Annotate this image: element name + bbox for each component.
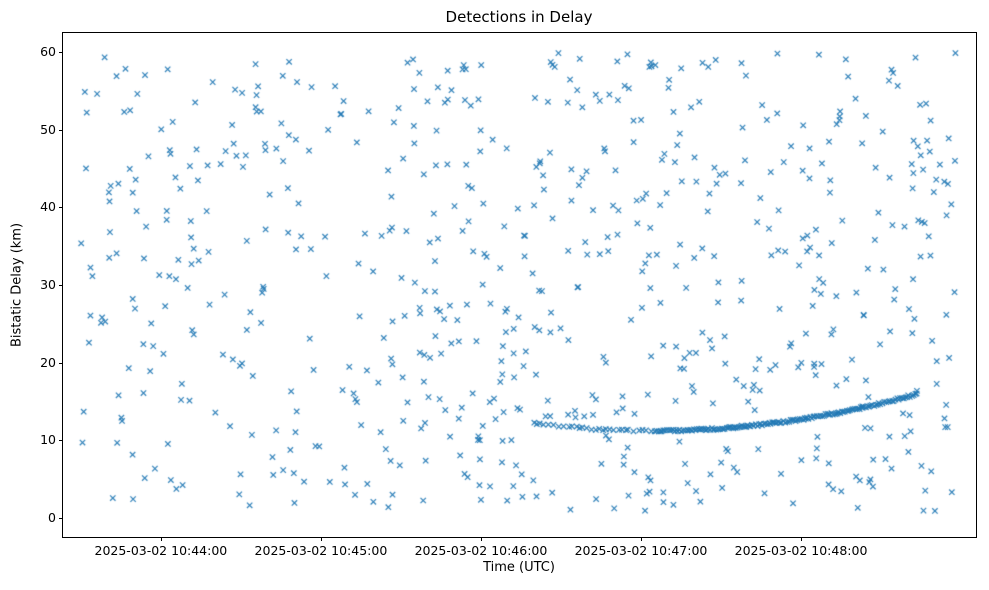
y-tick-label: 10 <box>40 432 56 448</box>
axes-area <box>62 32 977 538</box>
x-tick-mark <box>480 537 482 541</box>
y-tick-label: 30 <box>40 277 56 292</box>
y-tick-mark <box>59 362 63 364</box>
y-tick-label: 40 <box>40 199 56 215</box>
y-axis-label: Bistatic Delay (km) <box>9 222 25 348</box>
y-tick-mark <box>59 285 63 286</box>
y-tick-label: 60 <box>40 44 56 60</box>
y-tick-mark <box>59 517 63 519</box>
y-tick-label: 20 <box>40 354 56 370</box>
x-axis-label: Time (UTC) <box>483 560 555 575</box>
y-tick-mark <box>59 440 63 442</box>
chart-title: Detections in Delay <box>445 8 593 26</box>
x-tick-label: 2025-03-02 10:47:00 <box>574 543 708 558</box>
scatter-canvas <box>63 33 976 537</box>
x-tick-label: 2025-03-02 10:44:00 <box>94 543 228 558</box>
y-tick-mark <box>59 207 63 209</box>
y-tick-mark <box>59 52 63 54</box>
x-tick-mark <box>640 537 642 541</box>
x-tick-label: 2025-03-02 10:46:00 <box>414 543 548 558</box>
x-tick-mark <box>801 537 803 541</box>
x-tick-mark <box>320 537 322 541</box>
x-tick-label: 2025-03-02 10:48:00 <box>734 543 868 558</box>
y-tick-label: 50 <box>40 121 56 137</box>
x-tick-label: 2025-03-02 10:45:00 <box>254 543 388 558</box>
x-tick-mark <box>160 537 162 541</box>
y-tick-mark <box>59 129 63 131</box>
y-tick-label: 0 <box>48 509 56 525</box>
